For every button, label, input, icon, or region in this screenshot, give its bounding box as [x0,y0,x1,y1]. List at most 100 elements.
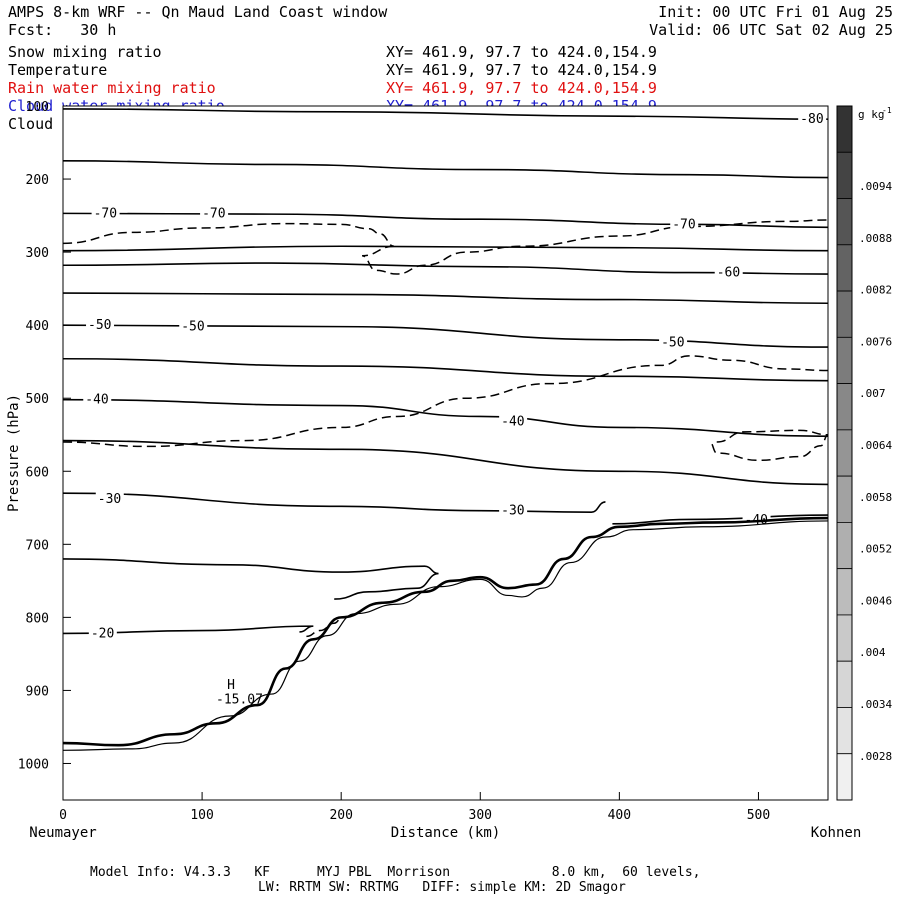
colorbar-swatch [836,105,853,153]
isotherm-label-bg [714,264,743,279]
colorbar-swatch [836,244,853,292]
field-name: Snow mixing ratio [8,43,162,61]
forecast-hour: Fcst: 30 h [8,21,117,39]
colorbar-tick-label: .0088 [859,232,892,245]
colorbar-unit: g kg [858,108,885,121]
y-tick-label: 1000 [18,757,49,772]
isotherm-label-bg [95,491,124,506]
snow-contour [709,429,829,462]
colorbar-tick-label: .0034 [859,698,892,711]
isotherm-label: -60 [717,266,740,281]
isotherm-label: -30 [98,492,121,507]
isotherm-line [62,558,439,600]
isotherm-label: -30 [501,504,524,519]
footer-model-info: Model Info: V4.3.3 KF MYJ PBL Morrison 8… [90,865,701,880]
y-tick-label: 600 [26,465,49,480]
colorbar-swatch [836,707,853,755]
isotherm-label: -70 [94,206,117,221]
x-tick-label: 400 [608,808,631,823]
isotherm-label-bg [88,625,117,640]
y-tick-label: 400 [26,319,49,334]
field-xy: XY= 461.9, 97.7 to 424.0,154.9 [386,79,657,97]
y-tick-label: 300 [26,246,49,261]
colorbar-swatch [836,522,853,570]
y-tick-label: 200 [26,173,49,188]
colorbar-tick-label: .0046 [859,594,892,607]
x-tick-label: 500 [747,808,770,823]
isotherm-label: -40 [85,393,108,408]
colorbar-tick-label: .0064 [859,439,892,452]
y-tick-label: 700 [26,538,49,553]
colorbar-tick-label: .0028 [859,750,892,763]
isotherm-label-bg [86,317,115,332]
isotherm-line [62,398,829,437]
isotherm-line [62,625,314,635]
colorbar-swatch [836,753,853,801]
isotherm-line [62,245,829,252]
page-title: AMPS 8-km WRF -- Qn Maud Land Coast wind… [8,3,388,21]
x-end-label-left: Neumayer [29,825,96,841]
y-tick-label: 100 [26,100,49,115]
colorbar-swatch [836,151,853,199]
colorbar-swatch [836,475,853,523]
isotherm-label: -70 [672,217,695,232]
x-tick-label: 100 [190,808,213,823]
colorbar-tick-label: .0094 [859,180,892,193]
isotherm-label: -50 [181,320,204,335]
terrain-line [62,516,829,747]
snow-contour [62,355,829,448]
field-xy: XY= 461.9, 97.7 to 424.0,154.9 [386,61,657,79]
colorbar-tick-label: .0058 [859,491,892,504]
footer-physics-info: LW: RRTM SW: RRTMG DIFF: simple KM: 2D S… [258,880,626,895]
snow-contour [62,222,395,248]
isotherm-label: -50 [88,318,111,333]
colorbar-swatch [836,660,853,708]
y-tick-label: 900 [26,684,49,699]
isotherm-label-bg [179,318,208,333]
colorbar-swatch [836,568,853,616]
isotherm-label-bg [91,205,120,220]
x-tick-label: 200 [329,808,352,823]
isotherm-line [62,108,829,120]
isotherm-line [62,357,829,382]
y-axis-label: Pressure (hPa) [6,394,22,512]
x-end-label-right: Kohnen [811,825,862,841]
colorbar-tick-label: .004 [859,646,886,659]
isotherm-label-bg [499,502,528,517]
annotation-label: H [227,678,235,693]
isotherm-label: -80 [800,112,823,127]
colorbar-swatch [836,383,853,431]
colorbar-tick-label: .0082 [859,284,892,297]
isotherm-line [62,439,829,486]
isotherm-label-bg [670,216,699,231]
isotherm-line [62,212,829,229]
x-tick-label: 300 [469,808,492,823]
colorbar-frame [836,105,853,801]
field-name: Rain water mixing ratio [8,79,216,97]
colorbar-swatch [836,336,853,385]
colorbar-tick-label: .0052 [859,543,892,556]
colorbar-swatch [836,429,853,477]
isotherm-line [62,292,829,305]
colorbar-swatch [836,198,853,246]
isotherm-line [62,159,829,179]
colorbar-unit-exponent: -1 [882,106,892,115]
y-tick-label: 800 [26,611,49,626]
isotherm-label-bg [798,111,827,126]
field-name: Temperature [8,61,108,79]
isotherm-label: -20 [91,626,114,641]
isotherm-label-bg [499,413,528,428]
isotherm-line [612,514,829,525]
colorbar-tick-label: .0076 [859,335,892,348]
plot-frame [62,105,829,801]
isotherm-line [62,492,606,513]
field-xy: XY= 461.9, 97.7 to 424.0,154.9 [386,43,657,61]
isotherm-label: -70 [202,206,225,221]
colorbar-swatch [836,614,853,662]
colorbar-tick-label: .007 [859,387,886,400]
terrain-line [62,520,829,751]
isotherm-label: -40 [501,415,524,430]
isotherm-label-bg [83,391,112,406]
isotherm-label-bg [200,205,229,220]
